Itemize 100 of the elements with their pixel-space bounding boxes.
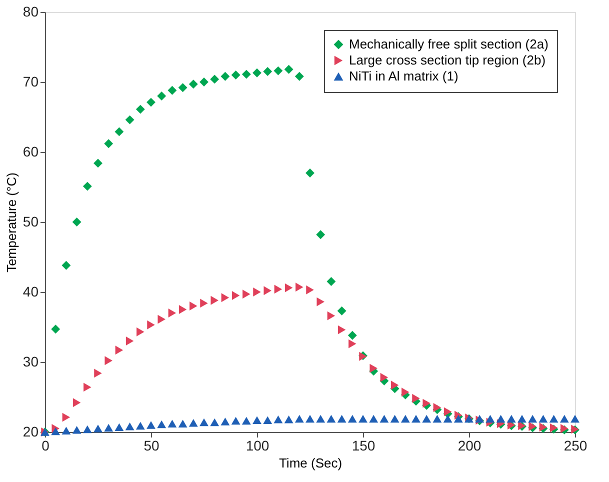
point (115, 346, 124, 355)
legend-label: Mechanically free split section (2a) (349, 36, 548, 52)
y-axis-title: Temperature (°C) (4, 172, 19, 272)
point (380, 414, 389, 423)
point (242, 70, 251, 79)
point (82, 425, 92, 434)
legend-label: NiTi in Al matrix (1) (349, 68, 458, 84)
point (94, 158, 102, 168)
y-tick-label: 50 (22, 214, 39, 230)
point (433, 403, 442, 412)
point (242, 290, 250, 299)
point (104, 356, 112, 366)
point (231, 416, 240, 425)
point (221, 293, 230, 302)
point (104, 424, 114, 432)
point (104, 139, 114, 148)
point (242, 416, 251, 425)
point (220, 418, 230, 426)
point (62, 412, 70, 422)
point (337, 414, 346, 423)
point (178, 305, 187, 314)
point (412, 394, 420, 403)
point (146, 421, 156, 429)
x-tick-label: 50 (144, 438, 160, 454)
point (263, 416, 272, 424)
point (200, 298, 208, 308)
point (114, 127, 124, 136)
point (136, 327, 144, 336)
x-tick-label: 100 (246, 438, 270, 454)
point (72, 426, 82, 434)
point (294, 414, 304, 423)
point (188, 80, 198, 89)
point (518, 414, 526, 423)
point (538, 414, 548, 423)
point (168, 420, 177, 428)
point (168, 308, 176, 318)
point (210, 296, 218, 305)
point (125, 115, 134, 124)
point (82, 182, 92, 191)
point (94, 368, 102, 378)
point (326, 277, 336, 286)
point (370, 364, 378, 373)
x-tick-label: 200 (458, 438, 482, 454)
point (200, 418, 208, 426)
point (316, 230, 326, 240)
point (146, 98, 156, 107)
point (231, 70, 240, 80)
point (157, 420, 166, 428)
point (232, 291, 240, 300)
y-tick-label: 60 (22, 144, 39, 160)
point (348, 414, 357, 423)
point (337, 306, 346, 316)
point (506, 414, 516, 423)
point (294, 72, 304, 81)
point (402, 388, 410, 397)
point (51, 324, 60, 334)
x-axis-title: Time (Sec) (278, 456, 342, 470)
point (496, 414, 506, 423)
point (188, 419, 198, 427)
point (400, 414, 410, 423)
point (306, 285, 314, 294)
point (284, 64, 294, 74)
point (380, 372, 388, 382)
point (412, 414, 420, 423)
point (326, 414, 336, 423)
y-tick-label: 80 (22, 4, 39, 20)
point (306, 168, 314, 178)
point (549, 414, 558, 423)
point (348, 339, 356, 348)
point (443, 414, 452, 423)
point (348, 330, 357, 340)
point (306, 414, 314, 423)
point (157, 92, 166, 100)
x-tick-label: 150 (352, 438, 376, 454)
point (125, 422, 134, 430)
point (454, 414, 463, 423)
point (486, 414, 495, 423)
x-tick-label: 0 (42, 438, 50, 454)
point (136, 104, 145, 114)
point (178, 83, 188, 92)
point (284, 283, 293, 292)
point (62, 260, 71, 270)
point (252, 68, 262, 78)
point (84, 382, 92, 392)
legend-label: Large cross section tip region (2b) (349, 52, 546, 68)
point (62, 426, 71, 434)
point (316, 414, 326, 423)
point (72, 398, 81, 408)
point (136, 422, 145, 430)
point (432, 414, 442, 423)
point (210, 74, 220, 84)
point (284, 416, 294, 424)
point (274, 66, 283, 76)
point (210, 418, 220, 426)
point (560, 414, 569, 423)
y-tick-label: 20 (22, 424, 39, 440)
point (528, 414, 538, 423)
point (274, 284, 282, 294)
point (253, 288, 261, 296)
point (369, 414, 378, 423)
